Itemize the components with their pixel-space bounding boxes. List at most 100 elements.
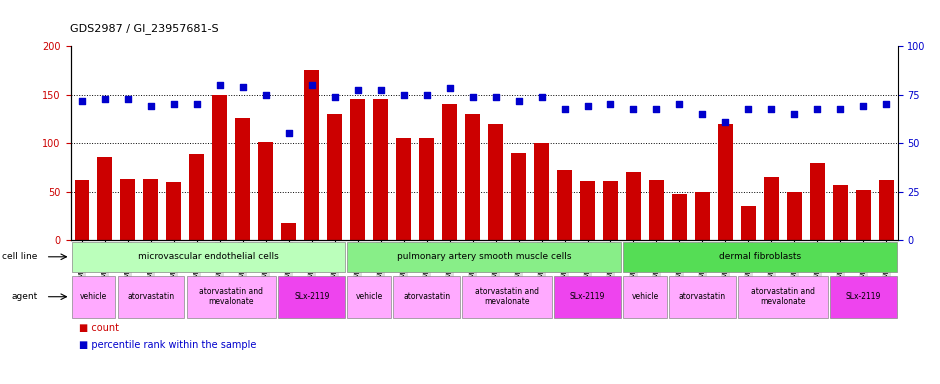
Bar — [258, 142, 274, 240]
Point — [212, 82, 227, 88]
Point — [373, 87, 388, 93]
Bar — [695, 192, 710, 240]
Point — [351, 87, 366, 93]
Bar — [764, 177, 778, 240]
Text: cell line: cell line — [2, 252, 38, 261]
Point — [833, 106, 848, 112]
Point — [396, 91, 411, 98]
Bar — [348, 276, 391, 318]
Bar — [166, 182, 181, 240]
Text: dermal fibroblasts: dermal fibroblasts — [719, 252, 801, 261]
Point — [580, 103, 595, 109]
Bar — [186, 276, 276, 318]
Text: pulmonary artery smooth muscle cells: pulmonary artery smooth muscle cells — [397, 252, 572, 261]
Bar — [809, 162, 824, 240]
Text: SLx-2119: SLx-2119 — [846, 292, 881, 301]
Bar — [855, 190, 870, 240]
Point — [144, 103, 159, 109]
Bar — [71, 276, 116, 318]
Bar — [555, 276, 620, 318]
Bar — [669, 276, 736, 318]
Text: SLx-2119: SLx-2119 — [294, 292, 329, 301]
Bar — [741, 206, 756, 240]
Bar — [833, 185, 848, 240]
Point — [809, 106, 824, 112]
Bar — [462, 276, 552, 318]
Text: agent: agent — [11, 292, 38, 301]
Point — [511, 98, 526, 104]
Bar — [351, 99, 365, 240]
Bar — [120, 179, 135, 240]
Text: vehicle: vehicle — [80, 292, 107, 301]
Text: microvascular endothelial cells: microvascular endothelial cells — [138, 252, 279, 261]
Bar — [281, 223, 296, 240]
Bar — [465, 114, 480, 240]
Bar — [626, 172, 641, 240]
Bar — [488, 124, 503, 240]
Text: SLx-2119: SLx-2119 — [570, 292, 605, 301]
Point — [626, 106, 641, 112]
Point — [603, 101, 618, 108]
Bar — [348, 242, 620, 272]
Bar — [718, 124, 733, 240]
Bar — [118, 276, 184, 318]
Text: atorvastatin: atorvastatin — [127, 292, 175, 301]
Bar — [74, 180, 89, 240]
Bar — [393, 276, 460, 318]
Point — [764, 106, 779, 112]
Bar — [235, 118, 250, 240]
Point — [305, 82, 320, 88]
Point — [695, 111, 710, 117]
Bar — [623, 242, 897, 272]
Text: atorvastatin: atorvastatin — [403, 292, 450, 301]
Bar — [442, 104, 457, 240]
Point — [879, 101, 894, 108]
Bar — [787, 192, 802, 240]
Bar — [830, 276, 897, 318]
Point — [235, 84, 250, 90]
Bar — [534, 143, 549, 240]
Bar — [879, 180, 894, 240]
Text: atorvastatin and
mevalonate: atorvastatin and mevalonate — [475, 287, 539, 306]
Text: atorvastatin and
mevalonate: atorvastatin and mevalonate — [751, 287, 815, 306]
Bar — [672, 194, 687, 240]
Bar — [189, 154, 204, 240]
Point — [534, 93, 549, 99]
Bar — [144, 179, 158, 240]
Bar — [373, 99, 388, 240]
Bar — [212, 94, 227, 240]
Point — [649, 106, 664, 112]
Text: ■ percentile rank within the sample: ■ percentile rank within the sample — [79, 340, 256, 350]
Bar — [511, 153, 526, 240]
Point — [672, 101, 687, 108]
Text: GDS2987 / GI_23957681-S: GDS2987 / GI_23957681-S — [70, 23, 219, 34]
Text: vehicle: vehicle — [355, 292, 383, 301]
Point — [442, 85, 457, 91]
Bar — [305, 70, 320, 240]
Point — [74, 98, 89, 104]
Bar — [557, 170, 572, 240]
Bar — [278, 276, 345, 318]
Point — [718, 119, 733, 125]
Point — [98, 96, 113, 103]
Bar — [98, 157, 113, 240]
Text: vehicle: vehicle — [632, 292, 659, 301]
Bar — [649, 180, 664, 240]
Point — [258, 91, 274, 98]
Text: ■ count: ■ count — [79, 323, 118, 333]
Point — [855, 103, 870, 109]
Bar — [738, 276, 827, 318]
Point — [741, 106, 756, 112]
Bar — [419, 138, 434, 240]
Bar — [603, 181, 618, 240]
Point — [166, 101, 181, 108]
Point — [327, 93, 342, 99]
Point — [419, 91, 434, 98]
Bar — [623, 276, 666, 318]
Point — [787, 111, 802, 117]
Bar — [71, 242, 345, 272]
Point — [465, 93, 480, 99]
Bar — [580, 181, 595, 240]
Point — [281, 130, 296, 136]
Text: atorvastatin: atorvastatin — [679, 292, 726, 301]
